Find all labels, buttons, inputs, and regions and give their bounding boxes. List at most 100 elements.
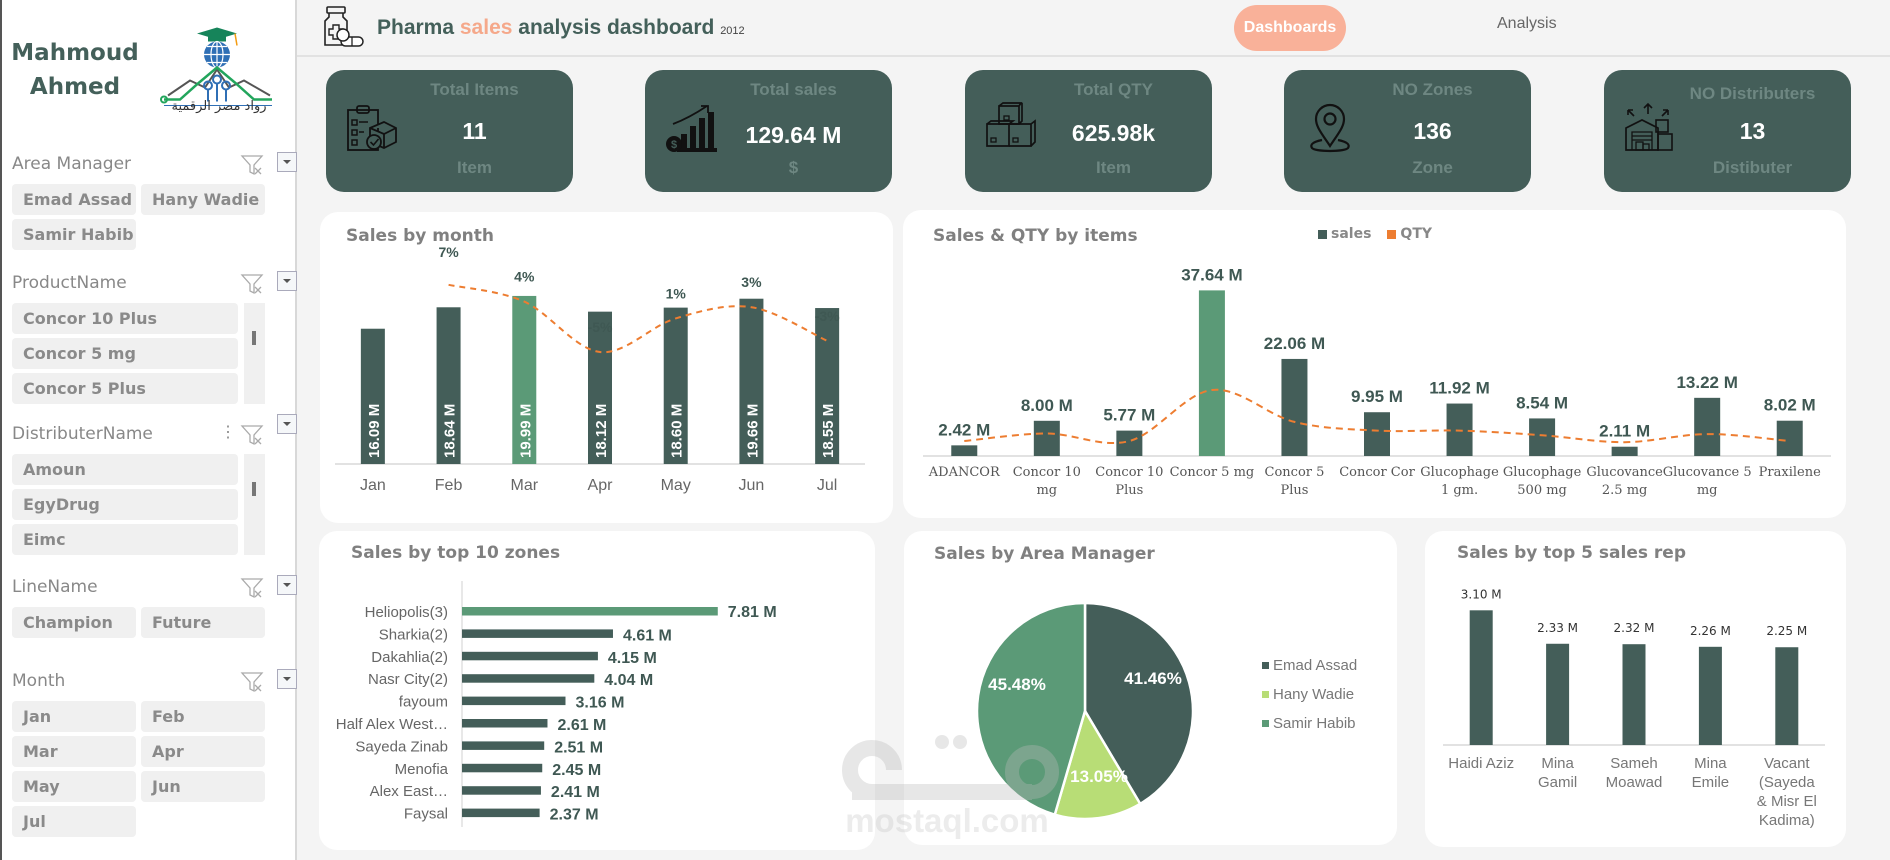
legend-swatch: [1318, 229, 1327, 239]
data-label: 19.66 M: [744, 404, 761, 458]
tab-analysis[interactable]: Analysis: [1497, 15, 1557, 32]
bar-mar: [512, 295, 537, 464]
legend-swatch: [1262, 720, 1269, 727]
slicer-dropdown-button[interactable]: [277, 669, 297, 689]
scrollbar-thumb[interactable]: [252, 482, 256, 496]
slicer-item[interactable]: Feb: [141, 701, 265, 732]
card-sales-by-top-10-zones: Sales by top 10 zones Heliopolis(3) 7.81 …: [319, 531, 875, 850]
pie-slice-emad-assad: [1083, 601, 1195, 806]
bar-zone: [462, 763, 543, 773]
y-tick-label: Alex East…: [370, 783, 448, 800]
slicer-item[interactable]: Emad Assad: [12, 184, 136, 215]
clear-filter-icon[interactable]: [240, 154, 264, 176]
slicer-dropdown-button[interactable]: [277, 575, 297, 595]
stacked-boxes-icon: [986, 102, 1036, 147]
title-part: Pharma: [377, 16, 460, 39]
slicer-item[interactable]: Future: [141, 607, 265, 638]
chart-title: Sales by top 5 sales rep: [1457, 543, 1686, 563]
slicer-item[interactable]: Mar: [12, 736, 136, 767]
slicer-area-manager: Area Manager Emad Assad Hany Wadie Samir…: [12, 150, 297, 250]
slicer-item[interactable]: Jun: [141, 771, 265, 802]
clear-filter-icon[interactable]: [240, 273, 264, 295]
slicer-scrollbar[interactable]: [244, 303, 265, 404]
bar-feb: [436, 307, 461, 464]
clear-filter-icon[interactable]: [240, 424, 264, 446]
x-tick-label: mg: [1036, 483, 1057, 498]
kpi-value: 625.98k: [1071, 120, 1156, 146]
y-tick-label: Sharkia(2): [379, 626, 448, 643]
data-label: 16.09 M: [366, 404, 383, 458]
y-tick-label: Sayeda Zinab: [355, 738, 448, 755]
x-tick-label: Concor 5: [1265, 465, 1325, 480]
x-tick-label: ADANCOR: [928, 465, 1001, 480]
x-tick-label: Jul: [817, 477, 837, 494]
data-label: 3.16 M: [575, 695, 624, 712]
bar-zone: [462, 808, 540, 818]
svg-text:$: $: [671, 139, 677, 151]
x-tick-label: Gamil: [1538, 774, 1577, 791]
more-options-icon[interactable]: ⋮: [220, 424, 236, 441]
y-tick-label: Heliopolis(3): [365, 604, 448, 621]
slicer-item[interactable]: Amoun: [12, 454, 238, 485]
legend-item-qty: QTY: [1387, 226, 1432, 242]
y-tick-label: Half Alex West…: [336, 716, 448, 733]
data-label: 2.37 M: [550, 807, 599, 824]
data-label: 13.05%: [1070, 767, 1128, 786]
map-pin-icon: [1310, 103, 1350, 153]
sales-qty-by-items-chart: 2.42 M ADANCOR 8.00 M Concor 10 mg 5.77 M Conc…: [923, 265, 1831, 498]
slicer-item[interactable]: Eimc: [12, 524, 238, 555]
legend-label: sales: [1331, 226, 1372, 242]
user-name: Mahmoud Ahmed: [11, 40, 139, 100]
slicer-dropdown-button[interactable]: [277, 271, 297, 291]
x-tick-label: Mar: [511, 477, 539, 494]
tab-dashboards[interactable]: Dashboards: [1234, 5, 1346, 51]
kpi-no-zones: NO Zones 136 Zone: [1284, 70, 1531, 192]
growth-label: 7%: [438, 244, 459, 260]
slicer-item[interactable]: Jul: [12, 806, 136, 837]
slicer-title: ProductName: [12, 273, 127, 293]
card-sales-by-area-manager: Sales by Area Manager 41.46% 13.05% 45.48%…: [904, 531, 1397, 845]
scrollbar-thumb[interactable]: [252, 331, 256, 345]
slicer-item[interactable]: Apr: [141, 736, 265, 767]
x-tick-label: Plus: [1115, 483, 1143, 498]
slicer-item[interactable]: EgyDrug: [12, 489, 238, 520]
bar-sales-rep: [1775, 647, 1799, 745]
slicer-item[interactable]: Concor 5 mg: [12, 338, 238, 369]
kpi-total-qty: Total QTY 625.98k Item: [965, 70, 1212, 192]
bar-jul: [815, 308, 840, 464]
kpi-title: NO Zones: [1392, 80, 1473, 99]
slicer-item[interactable]: Jan: [12, 701, 136, 732]
slicer-dropdown-button[interactable]: [277, 414, 297, 434]
bar-sales: [1611, 446, 1638, 456]
slicer-product-name: ProductName Concor 10 Plus Concor 5 mg C…: [12, 269, 297, 404]
header: Pharma sales analysis dashboard 2012 Das…: [297, 0, 1890, 57]
y-tick-label: Nasr City(2): [368, 671, 448, 688]
x-tick-label: Sameh: [1610, 755, 1658, 772]
data-label: 2.11 M: [1599, 422, 1650, 441]
x-tick-label: Haidi Aziz: [1448, 755, 1514, 772]
slicer-item[interactable]: Champion: [12, 607, 136, 638]
clear-filter-icon[interactable]: [240, 577, 264, 599]
bar-zone: [462, 786, 541, 795]
kpi-value: 136: [1413, 118, 1452, 144]
bar-apr: [588, 311, 612, 464]
slicer-title: Month: [12, 671, 66, 691]
slicer-item[interactable]: May: [12, 771, 136, 802]
slicer-item[interactable]: Concor 10 Plus: [12, 303, 238, 334]
slicer-item[interactable]: Samir Habib: [12, 219, 136, 250]
slicer-dropdown-button[interactable]: [277, 152, 297, 172]
slicer-title: LineName: [12, 577, 98, 597]
x-tick-label: Vacant: [1764, 755, 1810, 772]
kpi-unit: Item: [457, 158, 492, 177]
slicer-item[interactable]: Hany Wadie: [141, 184, 265, 215]
bar-sales-rep: [1698, 646, 1722, 745]
clear-filter-icon[interactable]: [240, 671, 264, 693]
x-tick-label: (Sayeda: [1759, 774, 1816, 791]
bar-sales: [1198, 290, 1225, 456]
slicer-scrollbar[interactable]: [244, 454, 265, 555]
slicer-item[interactable]: Concor 5 Plus: [12, 373, 238, 404]
chart-title: Sales & QTY by items: [933, 226, 1138, 246]
data-label: 18.12 M: [593, 404, 610, 458]
data-label: 9.95 M: [1351, 387, 1403, 406]
kpi-unit: $: [788, 158, 799, 177]
